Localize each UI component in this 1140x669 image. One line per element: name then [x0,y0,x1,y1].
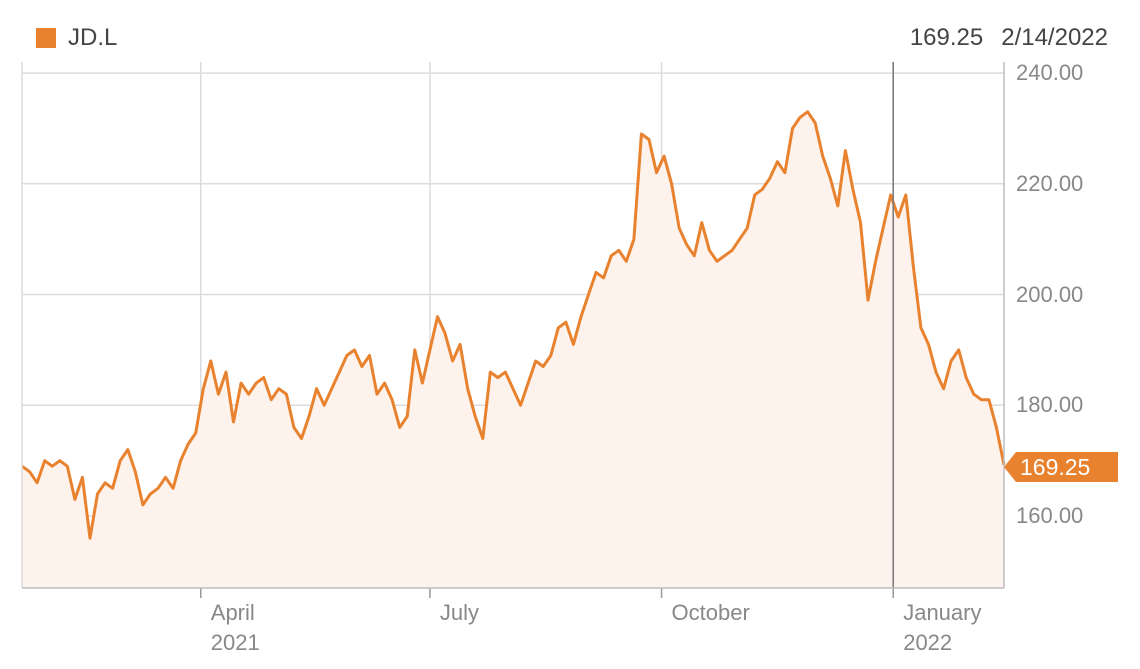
x-tick-label: July [440,598,479,628]
readout-date: 2/14/2022 [1001,24,1108,51]
x-tick-label-year: 2021 [210,630,260,655]
crosshair-readout: 169.25 2/14/2022 [892,24,1108,52]
price-line [21,110,1006,540]
x-tick-label: October [672,598,750,628]
x-tick-label: January 2022 [903,598,981,658]
last-value-tag: 169.25 [1004,452,1118,482]
x-tick-label-main: October [671,600,750,625]
x-tick-label-main: July [439,600,480,625]
y-tick-label: 200.00 [1016,281,1084,307]
y-tick-label: 240.00 [1016,60,1084,86]
y-tick-label: 220.00 [1016,170,1084,196]
legend: JD.L [36,24,117,52]
x-tick-label-main: January [903,600,982,625]
x-tick-label-main: April [210,600,255,625]
y-tick-label: 160.00 [1016,503,1084,529]
y-tick-label: 180.00 [1016,392,1084,418]
legend-swatch [36,28,56,48]
price-area-fill [22,111,1004,589]
readout-value: 169.25 [909,24,984,51]
legend-label: JD.L [68,24,118,51]
x-tick-label: April 2021 [211,598,260,658]
last-value-label: 169.25 [1020,454,1091,480]
x-tick-label-year: 2022 [903,630,953,655]
axes [21,62,1005,589]
